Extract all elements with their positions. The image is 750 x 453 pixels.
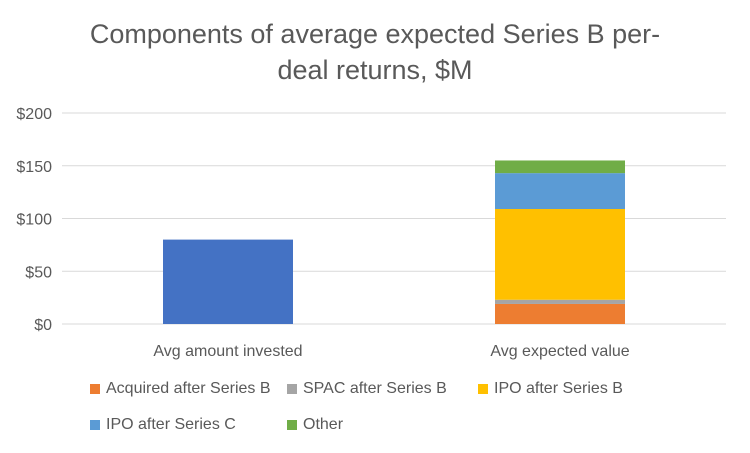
y-tick-label: $0	[34, 317, 52, 334]
y-tick-label: $150	[16, 159, 52, 176]
y-tick-label: $100	[16, 212, 52, 229]
bar-segment-ipo-after-series-b	[495, 209, 625, 300]
y-tick-label: $200	[16, 106, 52, 123]
bar-segment-ipo-after-series-c	[495, 173, 625, 210]
x-tick-label-avg-expected-value: Avg expected value	[490, 343, 629, 360]
gridlines	[62, 112, 726, 325]
bar-segment-spac-after-series-b	[495, 299, 625, 304]
chart-title: Components of average expected Series B …	[0, 16, 750, 88]
y-tick-label: $50	[25, 264, 52, 281]
chart-title-line-2: deal returns, $M	[277, 55, 473, 85]
bars	[163, 160, 625, 324]
bar-segment-acquired-after-series-b	[495, 303, 625, 324]
chart-title-line-1: Components of average expected Series B …	[89, 19, 661, 49]
x-axis-tick-labels: Avg amount invested Avg expected value	[153, 343, 629, 360]
bar-avg-amount-invested	[163, 239, 293, 324]
x-tick-label-avg-amount-invested: Avg amount invested	[153, 343, 302, 360]
bar-segment-other	[495, 160, 625, 174]
y-axis-tick-labels: $0 $50 $100 $150 $200	[16, 106, 52, 334]
